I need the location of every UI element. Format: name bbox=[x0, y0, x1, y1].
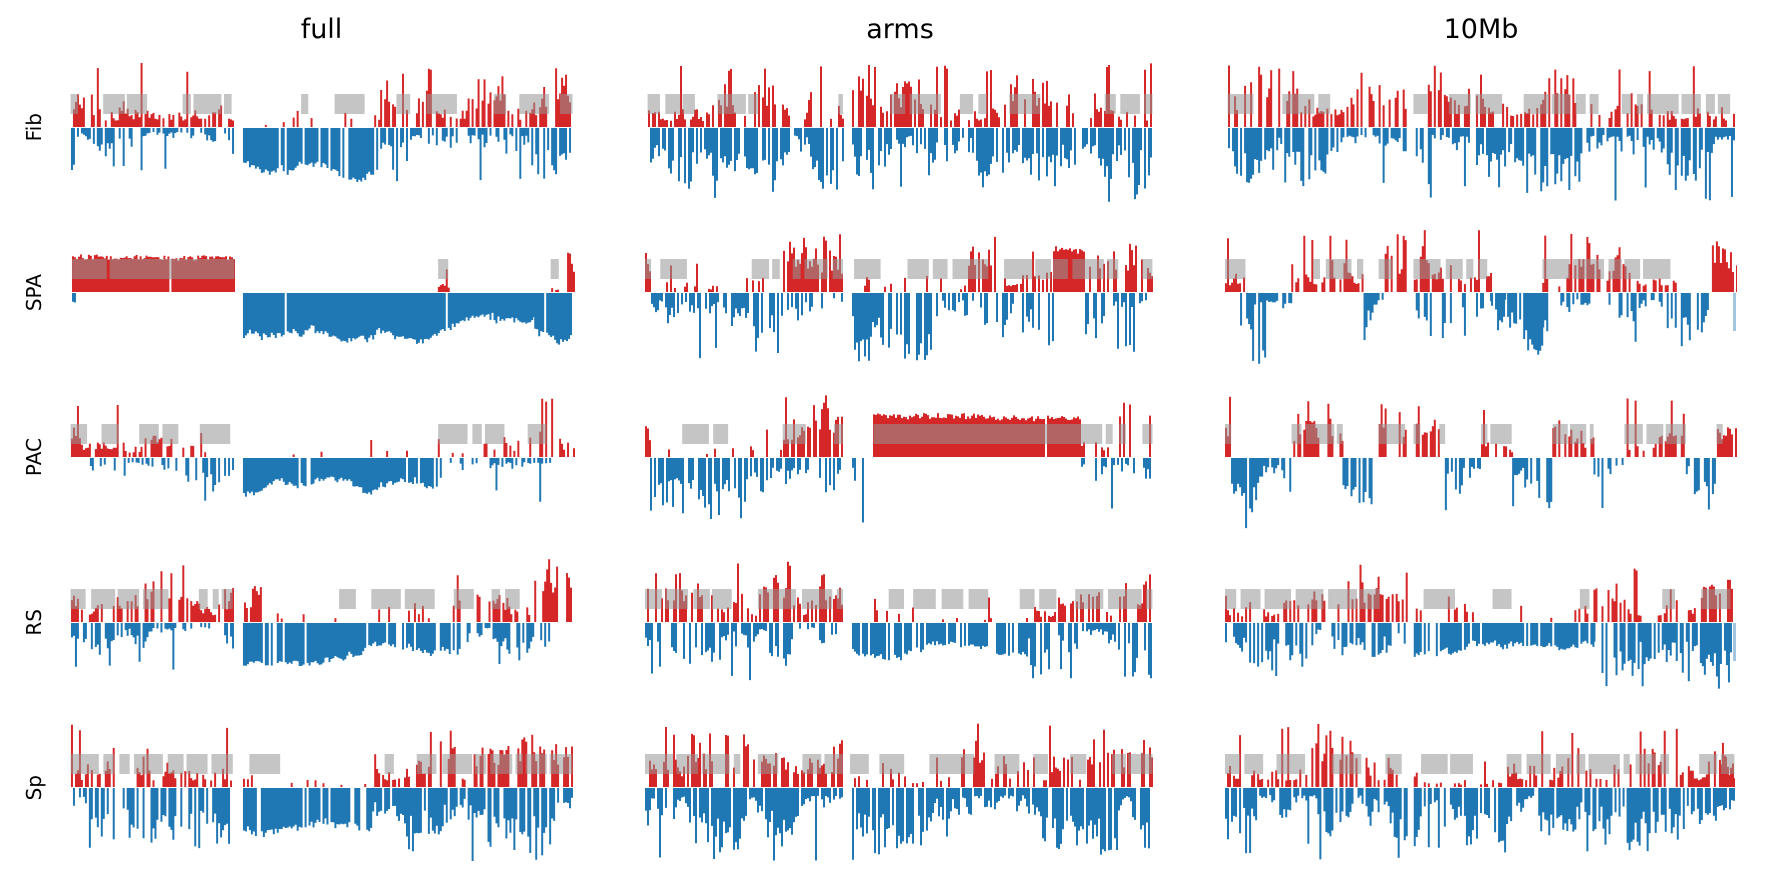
row-rs: RS bbox=[0, 540, 1782, 705]
row-label-fib: Fib bbox=[22, 113, 46, 142]
blue-down-bars bbox=[1228, 128, 1735, 201]
blue-down-bars bbox=[650, 128, 1152, 202]
title-row-spacer bbox=[0, 0, 68, 45]
column-gap bbox=[575, 0, 645, 45]
panel-sp-10mb-plot bbox=[1225, 724, 1735, 860]
panel-spa-full bbox=[68, 210, 575, 375]
panel-pac-arms-plot bbox=[645, 395, 1153, 523]
column-gap bbox=[1155, 705, 1225, 870]
panel-rs-full-plot bbox=[70, 559, 573, 670]
column-gap bbox=[575, 375, 645, 540]
blue-down-bars bbox=[1225, 623, 1732, 689]
row-fib: Fib bbox=[0, 45, 1782, 210]
row-label-pac: PAC bbox=[22, 438, 46, 477]
column-gap bbox=[1155, 45, 1225, 210]
red-up-bars bbox=[72, 63, 572, 127]
panel-fib-full bbox=[68, 45, 575, 210]
panel-spa-10mb-plot bbox=[1225, 230, 1737, 364]
column-gap bbox=[1155, 375, 1225, 540]
gray-highlight-band bbox=[1225, 424, 1723, 444]
panel-spa-arms-plot bbox=[645, 234, 1153, 362]
panel-spa-arms bbox=[645, 210, 1155, 375]
row-sp: Sp bbox=[0, 705, 1782, 870]
panel-pac-full-plot bbox=[70, 398, 575, 502]
column-title-10mb: 10Mb bbox=[1225, 0, 1737, 45]
blue-down-bars bbox=[71, 293, 573, 345]
light-blue-edge-bar bbox=[1732, 623, 1736, 661]
row-pac: PAC bbox=[0, 375, 1782, 540]
column-title-10mb-text: 10Mb bbox=[1443, 14, 1519, 45]
gray-highlight-band bbox=[645, 589, 1153, 609]
panel-sp-full-plot bbox=[70, 724, 574, 861]
gray-highlight-band bbox=[70, 424, 547, 444]
panel-spa-10mb bbox=[1225, 210, 1737, 375]
column-gap bbox=[575, 705, 645, 870]
column-gap bbox=[575, 45, 645, 210]
column-title-full: full bbox=[68, 0, 575, 45]
panel-fib-arms-plot bbox=[647, 63, 1153, 202]
panel-pac-10mb-plot bbox=[1225, 396, 1737, 529]
blue-down-bars bbox=[1225, 788, 1735, 860]
blue-down-bars bbox=[651, 293, 1147, 362]
column-gap bbox=[1155, 0, 1225, 45]
panel-fib-10mb-plot bbox=[1227, 65, 1735, 201]
row-spa: SPA bbox=[0, 210, 1782, 375]
column-gap bbox=[575, 540, 645, 705]
blue-down-bars bbox=[1231, 458, 1716, 529]
light-blue-edge-bar bbox=[1732, 293, 1736, 331]
blue-down-bars bbox=[72, 788, 574, 861]
blue-down-bars bbox=[70, 623, 551, 670]
panel-pac-arms bbox=[645, 375, 1155, 540]
column-gap bbox=[1155, 540, 1225, 705]
blue-down-bars bbox=[89, 458, 552, 502]
gray-highlight-band bbox=[1227, 94, 1731, 114]
gray-highlight-band bbox=[1225, 754, 1735, 774]
panel-sp-arms bbox=[645, 705, 1155, 870]
gray-highlight-band bbox=[1225, 589, 1731, 609]
panel-sp-10mb bbox=[1225, 705, 1737, 870]
gray-highlight-band bbox=[645, 259, 1153, 279]
column-gap bbox=[575, 210, 645, 375]
blue-down-bars bbox=[650, 458, 1151, 523]
gray-highlight-band bbox=[70, 94, 573, 114]
gray-highlight-band bbox=[647, 94, 1153, 114]
gray-highlight-band bbox=[70, 589, 520, 609]
panel-rs-arms-plot bbox=[645, 561, 1153, 681]
gray-highlight-band bbox=[682, 424, 1153, 444]
panel-rs-full bbox=[68, 540, 575, 705]
panel-pac-full bbox=[68, 375, 575, 540]
column-titles-row: full arms 10Mb bbox=[0, 0, 1782, 45]
panel-spa-full-plot bbox=[71, 252, 575, 345]
red-up-bars bbox=[70, 724, 574, 787]
row-label-sp: Sp bbox=[22, 774, 46, 801]
blue-down-bars bbox=[645, 788, 1150, 861]
row-label-spa: SPA bbox=[22, 273, 46, 312]
panel-fib-full-plot bbox=[70, 63, 573, 182]
gray-highlight-band bbox=[645, 754, 1153, 774]
blue-down-bars bbox=[645, 623, 1152, 681]
column-gap bbox=[1155, 210, 1225, 375]
blue-down-bars bbox=[70, 128, 572, 182]
panel-sp-full bbox=[68, 705, 575, 870]
panel-pac-10mb bbox=[1225, 375, 1737, 540]
column-title-full-text: full bbox=[300, 14, 343, 45]
gray-highlight-band bbox=[72, 259, 559, 279]
gray-highlight-band bbox=[70, 754, 573, 774]
panel-fib-10mb bbox=[1225, 45, 1737, 210]
red-up-bars bbox=[70, 559, 573, 622]
panel-rs-10mb-plot bbox=[1225, 564, 1736, 689]
panel-rs-10mb bbox=[1225, 540, 1737, 705]
gray-highlight-band bbox=[1225, 259, 1671, 279]
row-label-rs: RS bbox=[22, 609, 46, 636]
red-up-bars bbox=[1227, 724, 1735, 787]
panel-sp-arms-plot bbox=[645, 723, 1153, 861]
column-title-arms-text: arms bbox=[866, 14, 934, 45]
column-title-arms: arms bbox=[645, 0, 1155, 45]
blue-down-bars bbox=[1240, 293, 1709, 364]
panel-rs-arms bbox=[645, 540, 1155, 705]
panel-fib-arms bbox=[645, 45, 1155, 210]
